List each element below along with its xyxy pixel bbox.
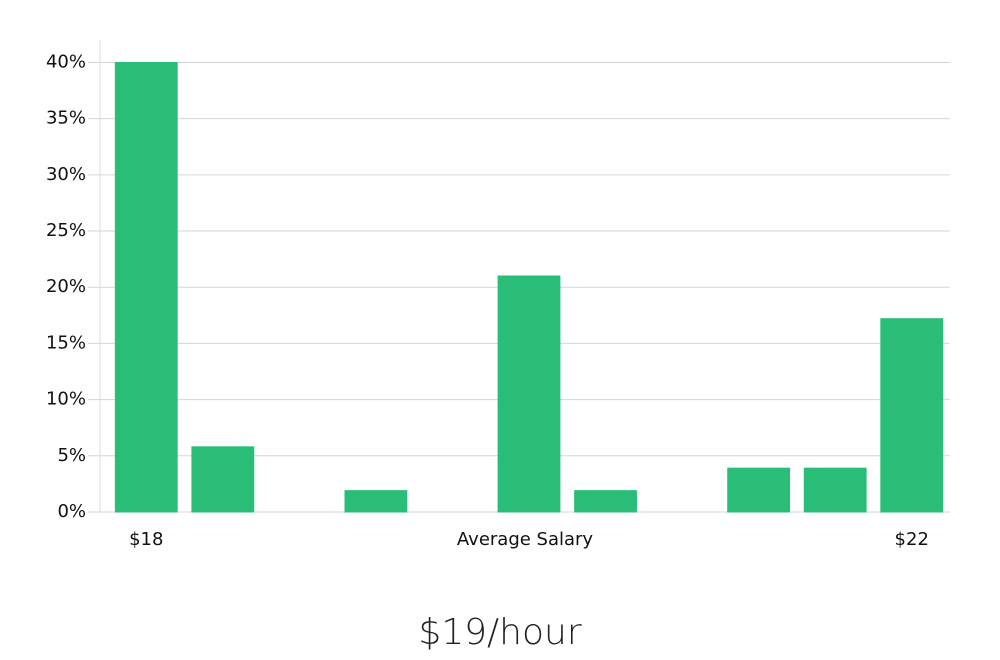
- bar: [803, 467, 867, 513]
- bar: [880, 318, 944, 513]
- y-tick-label: 35%: [46, 108, 86, 129]
- x-tick-label: $22: [895, 529, 929, 550]
- bar: [574, 490, 637, 513]
- y-tick-label: 15%: [46, 332, 86, 353]
- bar: [497, 275, 561, 513]
- bar: [114, 61, 178, 513]
- y-tick-label: 0%: [57, 501, 86, 522]
- bar: [191, 446, 255, 513]
- y-tick-label: 5%: [57, 445, 86, 466]
- y-tick-label: 40%: [46, 51, 86, 72]
- x-tick-label: $18: [129, 529, 163, 550]
- annotation: $19/hour: [418, 612, 582, 653]
- y-tick-label: 20%: [46, 276, 86, 297]
- bar: [344, 490, 408, 513]
- x-axis-label: Average Salary: [457, 529, 594, 550]
- y-tick-label: 10%: [46, 389, 86, 410]
- bar: [727, 467, 791, 513]
- y-tick-label: 30%: [46, 164, 86, 185]
- y-tick-label: 25%: [46, 220, 86, 241]
